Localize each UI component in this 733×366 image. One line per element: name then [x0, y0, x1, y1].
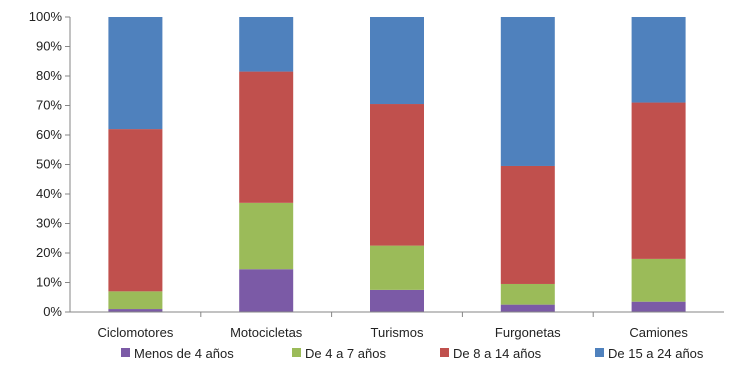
bar-segment — [631, 258, 686, 302]
bar-segment — [631, 102, 686, 259]
bar-segment — [631, 301, 686, 312]
bar-segment — [108, 309, 163, 312]
bar-segment — [370, 289, 424, 312]
bar-stack-furgonetas — [500, 17, 555, 312]
bar-stack-turismos — [370, 17, 424, 312]
y-tick-label: 40% — [36, 186, 62, 201]
bar-segment — [500, 283, 555, 305]
bar-segment — [370, 245, 424, 290]
x-tick-label: Motocicletas — [230, 325, 303, 340]
bar-segment — [239, 202, 294, 270]
y-tick-label: 50% — [36, 157, 62, 172]
bar-segment — [108, 291, 163, 310]
bar-segment — [370, 104, 424, 246]
bar-stack-motocicletas — [239, 17, 294, 312]
y-tick-label: 20% — [36, 245, 62, 260]
y-tick-label: 30% — [36, 216, 62, 231]
legend-swatch — [440, 348, 449, 357]
bar-stack-camiones — [631, 17, 686, 312]
x-tick-label: Furgonetas — [495, 325, 561, 340]
legend-label: De 15 a 24 años — [608, 346, 704, 361]
y-tick-label: 60% — [36, 127, 62, 142]
y-tick-label: 90% — [36, 39, 62, 54]
y-tick-label: 80% — [36, 68, 62, 83]
bar-segment — [108, 17, 163, 130]
y-tick-label: 70% — [36, 98, 62, 113]
bars — [108, 17, 686, 312]
bar-segment — [370, 17, 424, 105]
legend-label: De 4 a 7 años — [305, 346, 386, 361]
legend-swatch — [595, 348, 604, 357]
y-tick-label: 0% — [43, 304, 62, 319]
x-tick-label: Camiones — [629, 325, 688, 340]
bar-segment — [239, 71, 294, 203]
bar-segment — [239, 17, 294, 72]
legend-swatch — [292, 348, 301, 357]
legend: Menos de 4 años De 4 a 7 años De 8 a 14 añ… — [121, 346, 704, 361]
legend-swatch — [121, 348, 130, 357]
legend-label: De 8 a 14 años — [453, 346, 542, 361]
x-axis: Ciclomotores Motocicletas Turismos Furgonet… — [70, 311, 724, 340]
bar-segment — [239, 269, 294, 312]
y-axis: 0% 10% 20% 30% 40% 50% 60% 70% 80% 90% 100% — [29, 9, 71, 319]
y-tick-label: 10% — [36, 275, 62, 290]
legend-label: Menos de 4 años — [134, 346, 234, 361]
x-tick-label: Turismos — [371, 325, 424, 340]
x-tick-label: Ciclomotores — [97, 325, 173, 340]
bar-segment — [108, 129, 163, 292]
bar-segment — [631, 17, 686, 103]
bar-segment — [500, 304, 555, 312]
y-tick-label: 100% — [29, 9, 63, 24]
bar-segment — [500, 165, 555, 284]
bar-stack-ciclomotores — [108, 17, 163, 312]
bar-segment — [500, 17, 555, 166]
